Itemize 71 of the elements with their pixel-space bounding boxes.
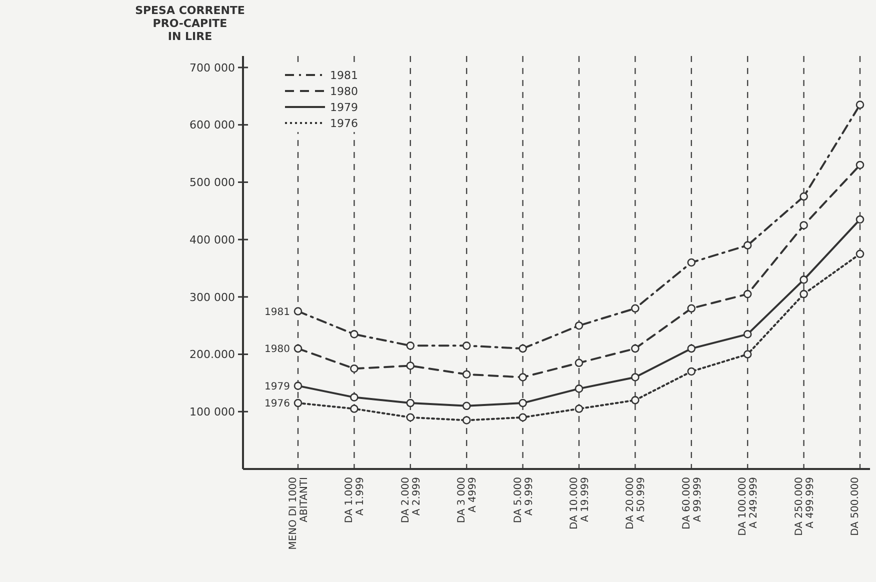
point xyxy=(743,241,752,250)
point xyxy=(800,276,808,284)
point xyxy=(687,367,696,376)
point xyxy=(350,364,358,373)
legend-label: 1976 xyxy=(330,116,358,130)
x-tick-label: DA 20.000 A 50.999 xyxy=(625,477,648,530)
text: 1979 xyxy=(264,381,290,392)
point xyxy=(800,192,808,201)
text: 1976 xyxy=(264,398,290,410)
point xyxy=(631,396,640,404)
point xyxy=(687,258,696,267)
point xyxy=(856,215,864,224)
point xyxy=(350,404,358,413)
point xyxy=(800,290,808,298)
x-tick-label: DA 10.000 A 19.999 xyxy=(569,477,591,530)
point xyxy=(574,404,584,413)
point xyxy=(350,393,358,402)
point xyxy=(856,100,864,109)
point xyxy=(743,290,752,298)
x-tick-label: DA 2.000 A 2.999 xyxy=(400,477,422,524)
point xyxy=(518,344,527,353)
point xyxy=(350,330,358,338)
y-tick-label: 600 000 xyxy=(190,118,235,132)
point xyxy=(856,160,864,170)
point xyxy=(743,330,752,338)
x-tick-label: DA 250.000 A 499.999 xyxy=(794,477,816,536)
point xyxy=(856,250,864,258)
point xyxy=(631,304,640,313)
x-tick-label: DA 3 000 A 4999 xyxy=(456,477,479,524)
y-tick-label: 200.000 xyxy=(190,348,235,362)
y-tick-label: 400 000 xyxy=(190,233,235,246)
point xyxy=(462,416,471,424)
y-tick-label: 100 000 xyxy=(190,405,235,418)
legend-label: 1979 xyxy=(330,100,358,114)
point xyxy=(406,362,415,370)
x-tick-label: DA 60.000 A 99.999 xyxy=(681,477,704,530)
point xyxy=(406,413,415,422)
point xyxy=(574,384,584,393)
point xyxy=(518,373,527,382)
point xyxy=(518,398,527,408)
point xyxy=(294,344,302,353)
legend-label: 1981 xyxy=(330,68,358,82)
y-tick-label: 500 000 xyxy=(190,176,235,190)
point xyxy=(462,370,471,379)
y-tick-label: 700 000 xyxy=(190,61,235,74)
point xyxy=(631,344,640,353)
y-tick-label: 300 000 xyxy=(190,290,235,304)
point xyxy=(687,344,696,353)
x-tick-label: MENO DI 1000 ABITANTI xyxy=(288,477,310,550)
text: 1980 xyxy=(264,344,290,356)
point xyxy=(462,402,471,410)
point xyxy=(574,321,584,330)
point xyxy=(406,342,415,350)
point xyxy=(406,398,415,408)
point xyxy=(631,373,640,382)
legend-label: 1980 xyxy=(330,84,358,98)
x-tick-label: DA 500.000 xyxy=(850,477,861,536)
point xyxy=(574,358,584,368)
point xyxy=(294,398,302,408)
text: 1981 xyxy=(264,306,290,318)
x-tick-label: DA 100.000 A 249.999 xyxy=(738,477,760,536)
y-axis-title: SPESA CORRENTE PRO-CAPITE IN LIRE xyxy=(135,4,245,43)
point xyxy=(294,382,302,390)
point xyxy=(462,342,471,350)
point xyxy=(518,413,527,422)
point xyxy=(687,304,696,313)
point xyxy=(743,350,752,358)
point xyxy=(800,221,808,230)
x-tick-label: DA 1.000 A 1.999 xyxy=(344,477,366,524)
point xyxy=(294,307,302,316)
x-tick-label: DA 5.000 A 9.999 xyxy=(512,477,535,524)
